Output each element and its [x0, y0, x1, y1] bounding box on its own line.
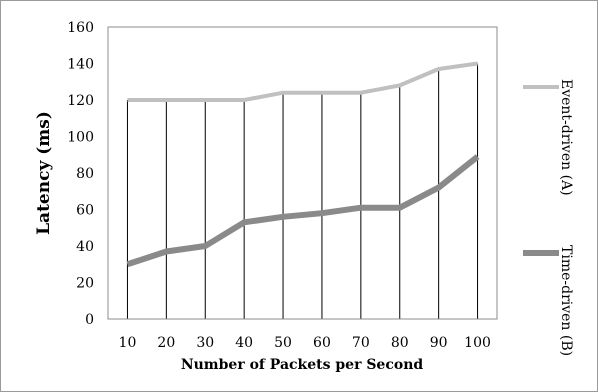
x-tick-label: 100 [464, 335, 491, 351]
legend-label-event-driven: Event-driven (A) [558, 79, 574, 196]
x-tick-label: 80 [391, 335, 409, 351]
y-tick-label: 140 [67, 57, 94, 73]
y-tick-label: 40 [76, 239, 94, 255]
series-line-time-driven [126, 154, 480, 268]
y-tick-label: 0 [85, 312, 94, 328]
y-tick-label: 120 [67, 93, 94, 109]
x-tick-label: 20 [157, 335, 175, 351]
x-tick-label: 70 [352, 335, 370, 351]
x-tick-label: 90 [430, 335, 448, 351]
y-tick-label: 160 [67, 20, 94, 36]
x-tick-label: 50 [274, 335, 292, 351]
y-axis-title: Latency (ms) [34, 111, 54, 235]
x-tick-label: 10 [119, 335, 137, 351]
x-tick-label: 60 [313, 335, 331, 351]
y-tick-label: 20 [76, 276, 94, 292]
legend-label-time-driven: Time-driven (B) [558, 245, 574, 356]
x-tick-label: 40 [235, 335, 253, 351]
x-axis-title: Number of Packets per Second [181, 357, 424, 373]
y-tick-label: 60 [76, 203, 94, 219]
plot-area [107, 26, 498, 320]
y-tick-label: 80 [76, 166, 94, 182]
legend: Event-driven (A) Time-driven (B) [523, 79, 574, 356]
y-tick-label: 100 [67, 130, 94, 146]
series-line-event-driven [127, 61, 478, 102]
x-tick-label: 30 [196, 335, 214, 351]
